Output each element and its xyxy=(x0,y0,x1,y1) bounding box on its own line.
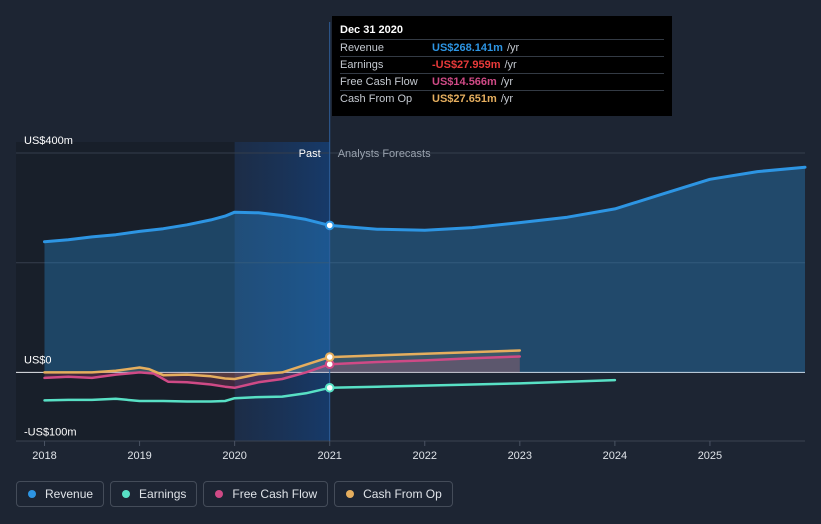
legend-label: Earnings xyxy=(139,487,187,501)
cash-from-op-marker xyxy=(324,352,335,362)
x-tick-label: 2024 xyxy=(603,450,627,462)
tooltip-row-cash-from-op: Cash From Op US$27.651m /yr xyxy=(340,90,664,107)
tooltip-unit: /yr xyxy=(500,76,514,88)
tooltip-unit: /yr xyxy=(504,59,517,71)
x-tick-label: 2021 xyxy=(317,450,341,462)
tooltip-unit: /yr xyxy=(500,93,514,105)
free-cash-flow-dot-icon xyxy=(215,490,224,498)
past-label: Past xyxy=(299,148,321,160)
y-tick-label: US$0 xyxy=(24,354,52,366)
forecast-label: Analysts Forecasts xyxy=(338,148,431,160)
tooltip-value: US$14.566m xyxy=(432,76,497,88)
legend-label: Free Cash Flow xyxy=(232,487,318,501)
tooltip-row-free-cash-flow: Free Cash Flow US$14.566m /yr xyxy=(340,73,664,90)
tooltip-label: Revenue xyxy=(340,42,385,54)
tooltip-label: Free Cash Flow xyxy=(340,76,418,88)
tooltip-unit: /yr xyxy=(506,42,520,54)
tooltip-label: Cash From Op xyxy=(340,93,413,105)
earnings-dot-icon xyxy=(122,490,131,498)
legend: Revenue Earnings Free Cash Flow Cash Fro… xyxy=(16,481,459,507)
y-tick-label: -US$100m xyxy=(24,426,77,438)
revenue-line xyxy=(43,165,807,244)
earnings-marker xyxy=(324,382,335,393)
x-tick-label: 2018 xyxy=(32,450,56,462)
cash-from-op-area xyxy=(44,350,520,379)
revenue-dot-icon xyxy=(28,490,36,498)
free-cash-flow-area xyxy=(44,356,520,388)
tooltip-label: Earnings xyxy=(340,59,384,71)
legend-item-earnings[interactable]: Earnings xyxy=(110,481,198,507)
legend-item-cash-from-op[interactable]: Cash From Op xyxy=(334,481,453,507)
tooltip-value: US$27.651m xyxy=(432,93,497,105)
legend-label: Revenue xyxy=(45,487,94,501)
tooltip-value: -US$27.959m xyxy=(432,59,501,71)
tooltip-row-revenue: Revenue US$268.141m /yr xyxy=(340,39,664,56)
past-region-dark xyxy=(16,142,235,441)
legend-item-revenue[interactable]: Revenue xyxy=(16,481,105,507)
cash-from-op-line xyxy=(43,349,522,381)
x-tick-label: 2019 xyxy=(127,450,151,462)
revenue-marker xyxy=(324,220,335,231)
cash-from-op-dot-icon xyxy=(346,490,355,498)
tooltip-date: Dec 31 2020 xyxy=(340,24,403,36)
x-tick-label: 2025 xyxy=(698,450,722,462)
legend-item-free-cash-flow[interactable]: Free Cash Flow xyxy=(203,481,329,507)
x-tick-label: 2023 xyxy=(508,450,532,462)
x-tick-label: 2022 xyxy=(413,450,437,462)
x-tick-label: 2020 xyxy=(222,450,246,462)
tooltip: Dec 31 2020 Revenue US$268.141m /yr Earn… xyxy=(332,16,672,116)
y-tick-label: US$400m xyxy=(24,135,73,147)
tooltip-value: US$268.141m xyxy=(432,42,503,54)
revenue-area xyxy=(44,167,805,373)
earnings-line xyxy=(43,378,617,403)
tooltip-row-earnings: Earnings -US$27.959m /yr xyxy=(340,56,664,73)
legend-label: Cash From Op xyxy=(363,487,442,501)
free-cash-flow-line xyxy=(43,355,522,390)
